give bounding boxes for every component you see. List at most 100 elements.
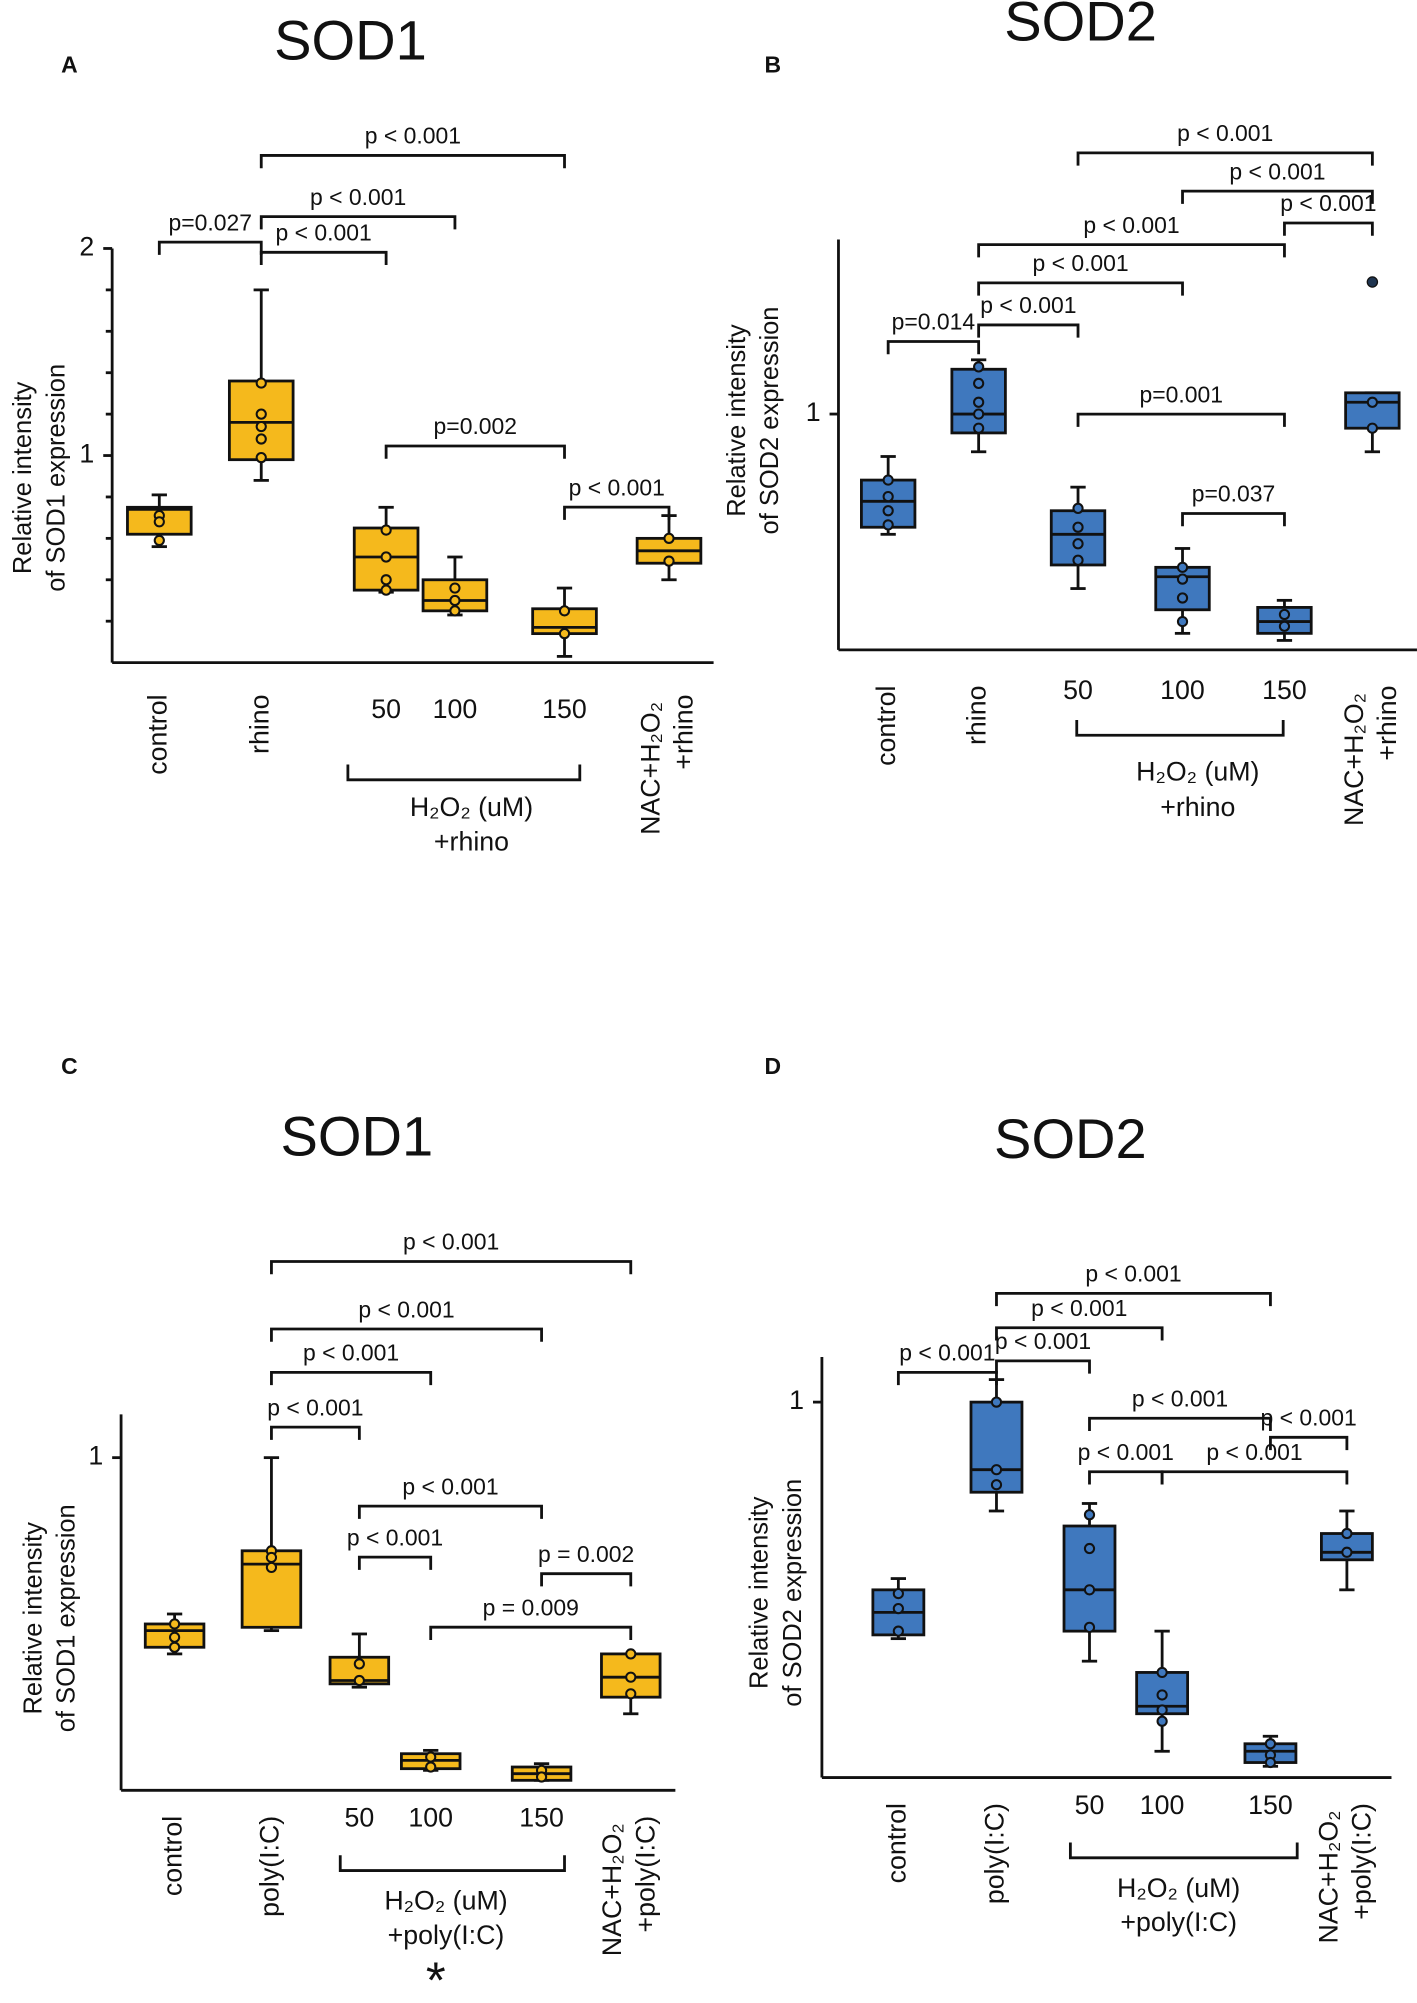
data-point <box>973 361 985 373</box>
y-tick-label: 1 <box>789 1385 804 1415</box>
y-axis-label-line: Relative intensity <box>745 1496 773 1689</box>
significance-bracket <box>1088 1470 1164 1485</box>
data-point <box>1156 1666 1168 1679</box>
data-point <box>1156 1715 1168 1727</box>
significance-bracket <box>1181 189 1374 204</box>
data-point <box>1072 538 1084 550</box>
y-axis-label: Relative intensity of SOD1 expression <box>19 1504 80 1732</box>
p-value-label: p < 0.001 <box>1085 1261 1181 1287</box>
significance-bracket <box>540 1572 633 1587</box>
data-point <box>973 422 985 434</box>
outlier <box>1366 276 1379 288</box>
p-value-label: p < 0.001 <box>358 1296 454 1322</box>
x-tick-label: 50 <box>371 694 401 724</box>
significance-bracket <box>259 215 457 230</box>
data-point <box>625 1688 637 1700</box>
panel-letter: A <box>61 51 78 77</box>
x-tick-label: 150 <box>519 1803 564 1833</box>
data-point <box>892 1603 904 1615</box>
data-point <box>255 408 267 420</box>
significance-bracket <box>1283 221 1374 236</box>
p-value-label: p < 0.001 <box>1280 190 1376 216</box>
x-tick-label: control <box>881 1803 911 1883</box>
significance-bracket <box>429 1625 633 1640</box>
x-tick-label: 150 <box>542 694 587 724</box>
significance-bracket <box>357 1555 433 1570</box>
significance-bracket <box>1181 512 1286 527</box>
significance-bracket <box>977 323 1080 338</box>
p-value-label: p < 0.001 <box>403 1229 499 1255</box>
data-point <box>380 551 392 563</box>
group-label: +rhino <box>1160 792 1235 822</box>
data-point <box>973 396 985 408</box>
group-label: +poly(I:C) <box>1120 1907 1237 1937</box>
significance-bracket <box>977 243 1286 258</box>
x-tick-label: control <box>142 694 172 774</box>
x-tick-label-line: +rhino <box>1372 686 1402 761</box>
p-value-label: p < 0.001 <box>1261 1405 1357 1431</box>
panel-letter: B <box>765 51 782 77</box>
data-point <box>558 605 571 617</box>
group-bracket <box>1068 1842 1299 1860</box>
box <box>969 1400 1024 1494</box>
p-value-label: p < 0.001 <box>1206 1439 1302 1465</box>
x-tick-label: 100 <box>1160 675 1205 705</box>
group-bracket <box>338 1855 566 1872</box>
data-point <box>1083 1621 1096 1633</box>
p-value-label: p < 0.001 <box>276 220 372 246</box>
y-axis-label: Relative intensity of SOD2 expression <box>745 1479 806 1707</box>
data-point <box>1278 620 1291 632</box>
data-point <box>380 524 392 536</box>
data-point <box>663 532 675 544</box>
box <box>227 379 295 462</box>
group-label: H₂O₂ (uM) <box>384 1885 507 1915</box>
x-tick-label: 50 <box>1063 675 1093 705</box>
data-point <box>535 1771 548 1783</box>
data-point <box>663 555 675 567</box>
data-point <box>255 452 267 464</box>
box <box>1062 1524 1117 1633</box>
x-tick-label: rhino <box>244 694 274 753</box>
data-point <box>1083 1584 1096 1596</box>
data-point <box>882 474 894 486</box>
data-point <box>882 505 894 517</box>
data-point <box>353 1674 365 1687</box>
y-axis-label-line: of SOD1 expression <box>42 364 70 592</box>
significance-bracket <box>563 505 671 520</box>
data-point <box>353 1658 365 1670</box>
annotation: * <box>426 1951 446 1998</box>
data-point <box>558 628 571 640</box>
x-tick-label: 50 <box>1075 1790 1105 1820</box>
p-value-label: p < 0.001 <box>347 1524 443 1550</box>
y-axis-label-line: Relative intensity <box>9 381 37 574</box>
data-point <box>1176 592 1189 604</box>
p-value-label: p < 0.001 <box>402 1473 498 1499</box>
data-point <box>1278 608 1291 621</box>
y-tick-label: 1 <box>806 397 821 427</box>
x-tick-label-line: NAC+H₂O₂ <box>1339 686 1369 826</box>
group-label: H₂O₂ (uM) <box>1117 1873 1240 1903</box>
x-tick-label: NAC+H₂O₂ +rhino <box>635 694 698 834</box>
p-value-label: p = 0.002 <box>538 1541 634 1567</box>
x-tick-label: NAC+H₂O₂ +poly(I:C) <box>1313 1803 1376 1943</box>
y-axis-label-line: Relative intensity <box>723 324 751 517</box>
p-value-label: p < 0.001 <box>1032 250 1128 276</box>
x-tick-label: 100 <box>433 694 478 724</box>
significance-bracket <box>995 1326 1164 1341</box>
x-tick-label-line: +poly(I:C) <box>630 1816 660 1933</box>
data-point <box>1083 1509 1096 1521</box>
significance-bracket <box>259 154 566 169</box>
p-value-label: p < 0.001 <box>1177 120 1273 146</box>
data-point <box>255 377 267 389</box>
significance-bracket <box>259 250 388 266</box>
p-value-label: p=0.027 <box>169 209 253 235</box>
data-point <box>892 1587 904 1600</box>
p-value-label: p=0.037 <box>1192 481 1276 507</box>
panel-title: SOD1 <box>280 1104 433 1167</box>
group-label: +poly(I:C) <box>388 1920 505 1950</box>
data-point <box>1176 573 1189 585</box>
data-point <box>1156 1689 1168 1701</box>
p-value-label: p < 0.001 <box>1031 1295 1127 1321</box>
data-point <box>265 1551 278 1564</box>
